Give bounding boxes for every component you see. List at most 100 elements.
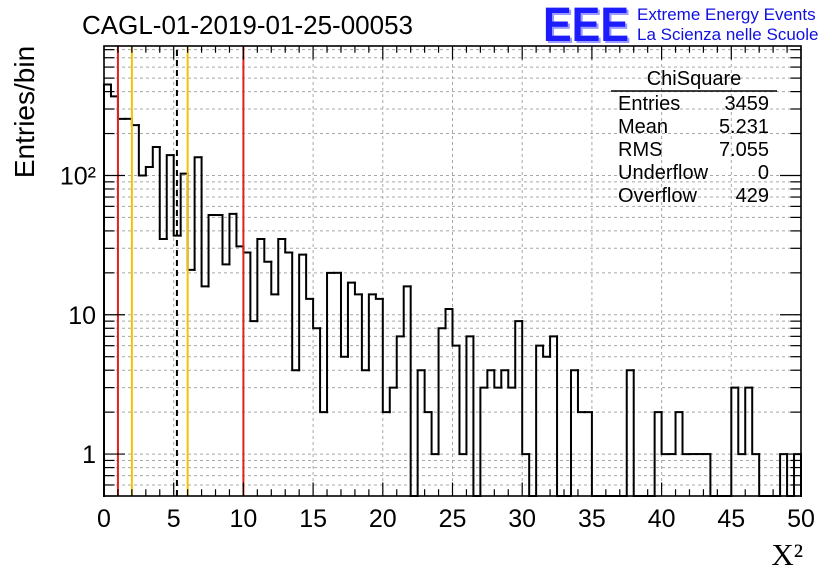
stats-label: RMS	[618, 139, 662, 161]
histogram-bin	[277, 237, 287, 296]
x-tick-label: 20	[369, 505, 397, 533]
histogram-bin	[674, 411, 684, 456]
y-axis-label: Entries/bin	[9, 46, 40, 178]
histogram-bin	[535, 344, 545, 497]
x-tick-label: 15	[299, 505, 327, 533]
stats-value: 5.231	[719, 116, 769, 138]
y-tick-label: 10	[68, 302, 96, 330]
histogram-bin	[402, 285, 412, 338]
histogram-bin	[458, 344, 468, 456]
histogram-bin	[151, 146, 161, 169]
histogram-bin	[730, 386, 740, 497]
histogram-bin	[374, 293, 384, 300]
histogram-bin	[681, 411, 691, 456]
histogram-bin	[507, 369, 517, 389]
histogram-bin	[569, 369, 579, 497]
stats-value: 429	[736, 185, 769, 207]
histogram-bin	[256, 237, 266, 323]
stats-label: Underflow	[618, 162, 709, 184]
x-tick-label: 50	[787, 505, 815, 533]
histogram-bin	[576, 369, 586, 414]
x-tick-label: 40	[648, 505, 676, 533]
logo-line-1: Extreme Energy Events	[637, 5, 816, 24]
histogram-bin	[625, 369, 635, 497]
histogram-bin	[263, 237, 273, 263]
histogram-bin	[360, 293, 370, 372]
histogram-bin	[416, 369, 426, 497]
histogram-bin	[744, 386, 754, 456]
histogram-bin	[493, 369, 503, 389]
histogram-bin	[346, 281, 356, 358]
x-tick-label: 10	[229, 505, 257, 533]
histogram-bin	[465, 335, 475, 456]
histogram-bin	[221, 214, 231, 266]
stats-label: Entries	[618, 93, 680, 115]
histogram-bin	[339, 271, 349, 358]
histogram-bin	[144, 166, 154, 177]
x-axis-label: X²	[771, 537, 803, 572]
x-tick-label: 25	[439, 505, 467, 533]
histogram-bin	[249, 251, 259, 323]
histogram-bin	[353, 281, 363, 296]
histogram-bin	[500, 369, 510, 389]
histogram-bin	[298, 253, 308, 372]
chart-title: CAGL-01-2019-01-25-00053	[82, 10, 413, 40]
histogram-bin	[284, 237, 294, 254]
y-tick-label: 10²	[60, 162, 96, 190]
histogram-bin	[109, 83, 119, 98]
histogram-bin	[479, 386, 489, 497]
histogram-bin	[319, 327, 329, 414]
histogram-bin	[312, 297, 322, 330]
histogram-bin	[228, 212, 238, 266]
stats-value: 3459	[725, 93, 770, 115]
histogram-bin	[388, 386, 398, 414]
stats-value: 7.055	[719, 139, 769, 161]
histogram-bin	[549, 335, 559, 358]
histogram-bin	[193, 156, 203, 271]
stats-label: Overflow	[618, 185, 697, 207]
histogram-bin	[235, 212, 245, 248]
histogram-bin	[179, 172, 189, 237]
x-tick-label: 45	[717, 505, 745, 533]
histogram-bin	[437, 327, 447, 456]
histogram-bin	[751, 386, 761, 456]
histogram-bin	[514, 320, 524, 389]
histogram-bin	[737, 386, 747, 456]
eee-logo: EEE Extreme Energy Events La Scienza nel…	[543, 0, 818, 52]
x-tick-label: 30	[508, 505, 536, 533]
histogram-bin	[165, 154, 175, 240]
histogram-bin	[172, 154, 182, 237]
histogram-bin	[660, 411, 670, 456]
histogram-bin	[381, 297, 391, 414]
y-tick-label: 1	[82, 441, 96, 469]
histogram-bin	[542, 344, 552, 358]
histogram-bin	[486, 369, 496, 389]
histogram-bin	[200, 156, 210, 288]
logo-line-2: La Scienza nelle Scuole	[637, 25, 818, 44]
histogram-bin	[444, 308, 454, 330]
histogram-bin	[291, 251, 301, 372]
histogram-bin	[395, 335, 405, 389]
stats-box: ChiSquare Entries 3459 Mean 5.231 RMS 7.…	[611, 68, 777, 207]
histogram-bin	[270, 260, 280, 296]
histogram-bin	[367, 293, 377, 372]
stats-title: ChiSquare	[647, 68, 742, 90]
histogram-bin	[451, 308, 461, 347]
x-tick-label: 35	[578, 505, 606, 533]
stats-label: Mean	[618, 116, 668, 138]
histogram-bin	[137, 124, 147, 177]
logo-mark: EEE	[543, 0, 629, 52]
histogram-bin	[423, 369, 433, 414]
histogram-bin	[158, 146, 168, 240]
y-axis-tick-labels: 1 10 10²	[60, 162, 96, 469]
histogram-bin	[207, 214, 217, 288]
histogram-bin	[521, 320, 531, 456]
x-tick-label: 0	[97, 505, 111, 533]
x-axis-tick-labels: 0 5 10 15 20 25 30 35 40 45 50	[97, 505, 815, 533]
histogram-bin	[430, 411, 440, 456]
marker-lines	[116, 46, 245, 496]
histogram-bin	[326, 271, 336, 414]
stats-value: 0	[758, 162, 769, 184]
x-tick-label: 5	[167, 505, 181, 533]
